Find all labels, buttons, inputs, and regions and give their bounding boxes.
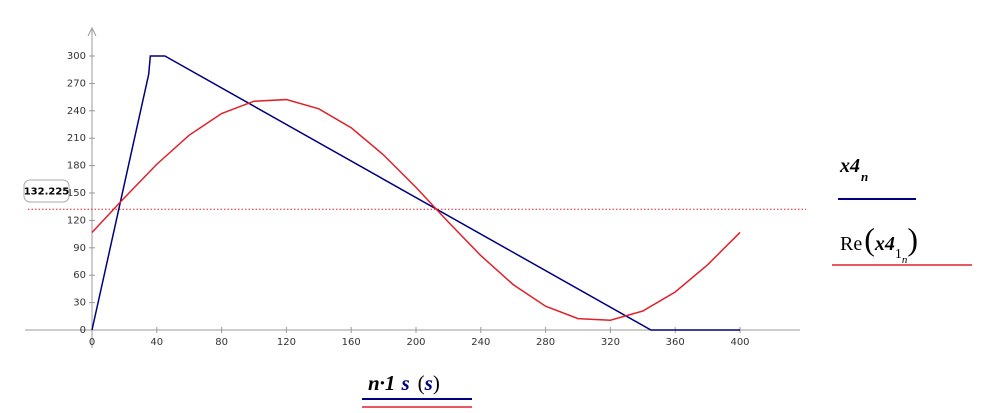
plot-area: 0 40 80 120 160 200 240 280 320 360 400 0 30 60 90 120 1… <box>28 51 806 348</box>
y-tick-label: 0 <box>80 325 86 336</box>
legend-subsubscript: n <box>902 254 908 266</box>
y-tick-label: 90 <box>73 243 86 254</box>
y-tick-label: 240 <box>67 106 86 117</box>
y-tick-label: 150 <box>67 188 86 199</box>
paren: ) <box>907 221 918 257</box>
x-tick-label: 80 <box>215 337 228 348</box>
x-axis-label: n·1 s (s) <box>368 371 440 395</box>
marker-label: 132.225 <box>24 187 70 198</box>
y-tick-label: 30 <box>73 298 86 309</box>
x-tick-label: 0 <box>89 337 95 348</box>
x-tick-label: 360 <box>666 337 685 348</box>
y-tick-label: 180 <box>67 161 86 172</box>
paren: ( <box>864 221 875 257</box>
legend-subscript: n <box>861 169 868 184</box>
y-tick-label: 120 <box>67 215 86 226</box>
x-tick-label: 320 <box>601 337 620 348</box>
legend-name: x4 <box>839 155 860 177</box>
x-tick-label: 400 <box>730 337 749 348</box>
y-axis-arrow <box>87 26 97 37</box>
legend-label: Re(x41n) <box>840 221 918 266</box>
paren: ( <box>418 371 425 395</box>
x-tick-label: 280 <box>536 337 555 348</box>
y-tick-label: 270 <box>67 78 86 89</box>
paren: ) <box>433 371 440 395</box>
y-tick-label: 300 <box>67 51 86 62</box>
x-tick-label: 120 <box>277 337 296 348</box>
series-line <box>91 98 741 321</box>
x-label-unit: s <box>424 371 433 395</box>
x-tick-label: 160 <box>342 337 361 348</box>
series-line <box>91 55 740 331</box>
x-tick-label: 240 <box>471 337 490 348</box>
legend-label: x4n <box>839 155 868 184</box>
y-tick-label: 210 <box>67 133 86 144</box>
x-label-unit: s <box>400 371 409 395</box>
legend-name: Re <box>840 233 862 255</box>
marker-label-box <box>23 179 70 203</box>
y-tick-label: 60 <box>73 270 86 281</box>
x-tick-label: 40 <box>150 337 163 348</box>
legend-arg: x4 <box>874 233 895 255</box>
x-tick-label: 200 <box>406 337 425 348</box>
x-label-expr: n·1 <box>368 371 395 395</box>
legend-subscript: 1 <box>895 247 902 262</box>
